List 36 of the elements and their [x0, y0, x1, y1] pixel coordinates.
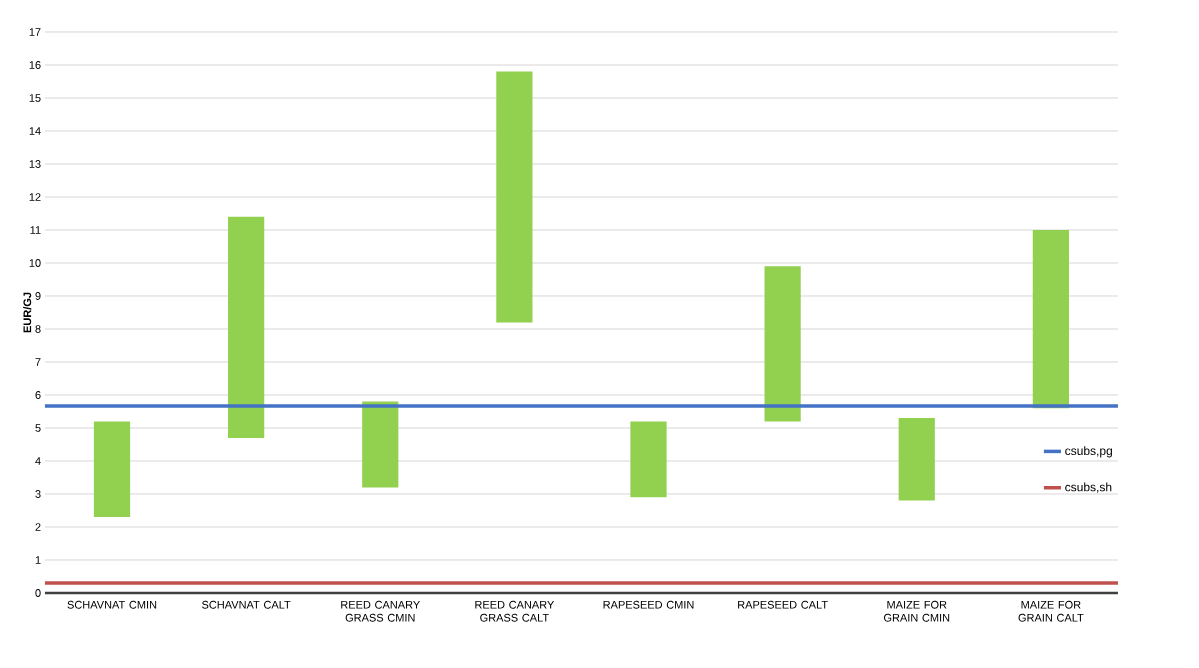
y-tick-label: 1 [35, 556, 41, 564]
y-tick-label: 13 [29, 160, 41, 168]
y-tick-label: 2 [35, 523, 41, 531]
bar [898, 418, 935, 501]
bar [362, 401, 399, 488]
y-tick-label: 8 [35, 325, 41, 333]
y-tick-label: 5 [35, 424, 41, 432]
y-tick-label: 0 [35, 589, 41, 597]
y-tick-label: 7 [35, 358, 41, 366]
x-tick-label: RAPESEED CALT [738, 600, 828, 609]
x-tick-label: MAIZE FOR GRAIN CMIN [884, 600, 950, 622]
y-tick-label: 17 [29, 28, 41, 36]
x-tick-label: MAIZE FOR GRAIN CALT [1018, 600, 1084, 622]
bar [630, 421, 667, 498]
x-tick-label: SCHAVNAT CMIN [67, 600, 157, 609]
bar [764, 266, 801, 422]
bar [93, 421, 131, 518]
y-tick-label: 16 [29, 61, 41, 69]
y-tick-label: 9 [35, 292, 41, 300]
bar [496, 71, 533, 323]
y-tick-label: 12 [29, 193, 41, 201]
y-tick-label: 15 [29, 94, 41, 102]
x-tick-label: SCHAVNAT CALT [202, 600, 291, 609]
y-tick-label: 4 [35, 457, 41, 465]
legend-label: csubs,sh [1065, 482, 1112, 493]
y-tick-label: 10 [29, 259, 41, 267]
x-tick-label: RAPESEED CMIN [603, 600, 694, 609]
y-axis-title: EUR/GJ [23, 292, 32, 333]
y-tick-label: 3 [35, 490, 41, 498]
legend-label: csubs,pg [1065, 446, 1112, 458]
x-tick-label: REED CANARY GRASS CALT [475, 600, 555, 622]
x-tick-label: REED CANARY GRASS CMIN [341, 600, 420, 622]
y-tick-label: 14 [29, 127, 41, 135]
y-tick-label: 6 [35, 391, 41, 399]
bar [228, 216, 265, 438]
y-tick-label: 11 [30, 226, 41, 234]
